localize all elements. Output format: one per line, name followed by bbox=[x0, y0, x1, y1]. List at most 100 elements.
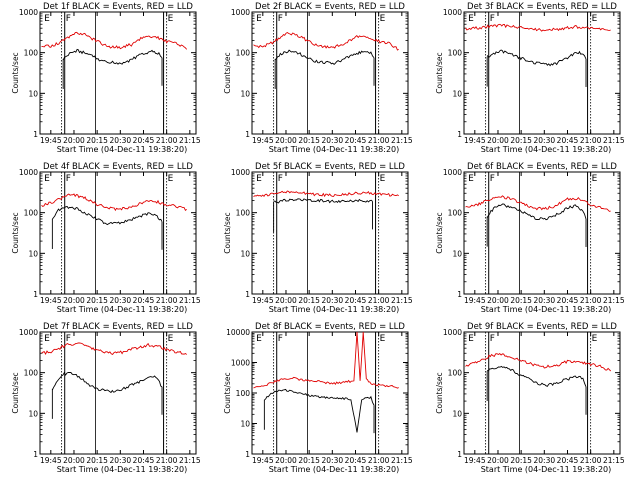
marker-label: E bbox=[256, 334, 262, 344]
marker-label: E bbox=[468, 174, 474, 184]
detector-panel-3: Det 3f BLACK = Events, RED = LLD 1 10 100 10… bbox=[435, 2, 625, 154]
x-axis-label: Start Time (04-Dec-11 19:38:20) bbox=[57, 145, 188, 154]
y-axis-label: Counts/sec bbox=[435, 52, 444, 93]
y-tick-label: 100 bbox=[24, 49, 39, 58]
panel-title: Det 3f BLACK = Events, RED = LLD bbox=[467, 2, 617, 12]
marker-label: E bbox=[256, 14, 262, 24]
x-tick-label: 20:45 bbox=[345, 296, 367, 305]
marker-label: E bbox=[44, 174, 50, 184]
x-tick-label: 20:00 bbox=[487, 136, 509, 145]
detector-panel-1: Det 1f BLACK = Events, RED = LLD 1 10 100 10… bbox=[11, 2, 201, 154]
series-line-events bbox=[486, 49, 587, 67]
plot-frame bbox=[463, 11, 621, 135]
marker-label: F bbox=[66, 334, 71, 344]
x-tick-label: 20:00 bbox=[63, 296, 85, 305]
x-tick-label: 20:45 bbox=[133, 296, 155, 305]
plot-frame bbox=[39, 171, 197, 295]
series-line-lld bbox=[41, 193, 187, 212]
y-tick-label: 1000 bbox=[443, 328, 462, 337]
y-tick-label: 1 bbox=[245, 290, 250, 299]
panel-title: Det 5f BLACK = Events, RED = LLD bbox=[255, 162, 405, 172]
y-tick-label: 1000 bbox=[19, 8, 38, 17]
x-tick-label: 20:30 bbox=[322, 296, 344, 305]
series-line-events bbox=[273, 198, 373, 204]
series-line-lld bbox=[253, 331, 399, 389]
y-tick-label: 10 bbox=[240, 89, 250, 98]
x-tick-label: 21:00 bbox=[580, 456, 602, 465]
x-axis-label: Start Time (04-Dec-11 19:38:20) bbox=[269, 465, 400, 474]
x-tick-label: 21:15 bbox=[391, 456, 413, 465]
plot-frame bbox=[463, 171, 621, 295]
plot-frame bbox=[39, 11, 197, 135]
x-tick-label: 21:00 bbox=[580, 136, 602, 145]
panel-title: Det 6f BLACK = Events, RED = LLD bbox=[467, 162, 617, 172]
x-tick-label: 19:45 bbox=[40, 456, 62, 465]
panel-title: Det 8f BLACK = Events, RED = LLD bbox=[255, 322, 405, 332]
x-tick-label: 21:00 bbox=[368, 296, 390, 305]
panel-title: Det 7f BLACK = Events, RED = LLD bbox=[43, 322, 193, 332]
x-tick-label: 20:30 bbox=[534, 456, 556, 465]
x-tick-label: 20:45 bbox=[133, 456, 155, 465]
marker-label: E bbox=[592, 334, 598, 344]
series-line-lld bbox=[465, 195, 611, 212]
marker-label: E bbox=[380, 174, 386, 184]
y-tick-label: 10 bbox=[28, 249, 38, 258]
x-axis-label: Start Time (04-Dec-11 19:38:20) bbox=[481, 305, 612, 314]
x-tick-label: 20:00 bbox=[487, 296, 509, 305]
series-line-events bbox=[487, 365, 587, 387]
x-tick-label: 20:00 bbox=[275, 456, 297, 465]
x-tick-label: 20:15 bbox=[86, 296, 108, 305]
x-axis-label: Start Time (04-Dec-11 19:38:20) bbox=[481, 145, 612, 154]
y-axis-label: Counts/sec bbox=[11, 212, 20, 253]
x-tick-label: 20:15 bbox=[86, 136, 108, 145]
x-tick-label: 20:15 bbox=[510, 296, 532, 305]
x-tick-label: 20:45 bbox=[557, 136, 579, 145]
detector-panel-2: Det 2f BLACK = Events, RED = LLD 1 10 100 10… bbox=[223, 2, 413, 154]
y-tick-label: 1000 bbox=[443, 168, 462, 177]
y-axis-label: Counts/sec bbox=[435, 372, 444, 413]
series-line-lld bbox=[465, 353, 612, 372]
marker-label: F bbox=[66, 174, 71, 184]
x-axis-label: Start Time (04-Dec-11 19:38:20) bbox=[57, 465, 188, 474]
x-tick-label: 19:45 bbox=[464, 296, 486, 305]
marker-label: E bbox=[592, 174, 598, 184]
y-tick-label: 1000 bbox=[19, 328, 38, 337]
detector-panel-7: Det 7f BLACK = Events, RED = LLD 1 10 100 10… bbox=[11, 322, 201, 474]
y-tick-label: 1 bbox=[33, 130, 38, 139]
marker-label: F bbox=[278, 334, 283, 344]
y-tick-label: 10 bbox=[28, 89, 38, 98]
plot-frame bbox=[39, 331, 197, 455]
y-tick-label: 100 bbox=[236, 389, 251, 398]
x-tick-label: 21:15 bbox=[391, 136, 413, 145]
y-tick-label: 1000 bbox=[443, 8, 462, 17]
y-tick-label: 1 bbox=[33, 290, 38, 299]
panel-title: Det 9f BLACK = Events, RED = LLD bbox=[467, 322, 617, 332]
series-line-events bbox=[264, 388, 375, 433]
x-tick-label: 21:15 bbox=[179, 456, 201, 465]
y-axis-label: Counts/sec bbox=[11, 52, 20, 93]
detector-panel-5: Det 5f BLACK = Events, RED = LLD 1 10 100 10… bbox=[223, 162, 413, 314]
x-tick-label: 21:15 bbox=[603, 456, 625, 465]
x-tick-label: 21:00 bbox=[368, 136, 390, 145]
x-tick-label: 19:45 bbox=[40, 136, 62, 145]
plot-frame bbox=[251, 331, 409, 455]
detector-panel-8: Det 8f BLACK = Events, RED = LLD 1 10 100 10… bbox=[223, 322, 413, 474]
x-tick-label: 21:00 bbox=[580, 296, 602, 305]
marker-label: E bbox=[380, 14, 386, 24]
marker-label: E bbox=[44, 14, 50, 24]
x-axis-label: Start Time (04-Dec-11 19:38:20) bbox=[269, 305, 400, 314]
y-tick-label: 1 bbox=[457, 290, 462, 299]
x-tick-label: 21:15 bbox=[179, 296, 201, 305]
panel-title: Det 2f BLACK = Events, RED = LLD bbox=[255, 2, 405, 12]
marker-label: E bbox=[168, 174, 174, 184]
y-tick-label: 10000 bbox=[226, 328, 250, 337]
x-tick-label: 20:45 bbox=[557, 456, 579, 465]
marker-label: F bbox=[278, 14, 283, 24]
x-tick-label: 21:00 bbox=[156, 136, 178, 145]
series-line-events bbox=[486, 203, 587, 221]
marker-label: E bbox=[168, 14, 174, 24]
x-tick-label: 20:15 bbox=[298, 296, 320, 305]
x-tick-label: 19:45 bbox=[252, 456, 274, 465]
x-tick-label: 20:00 bbox=[275, 296, 297, 305]
